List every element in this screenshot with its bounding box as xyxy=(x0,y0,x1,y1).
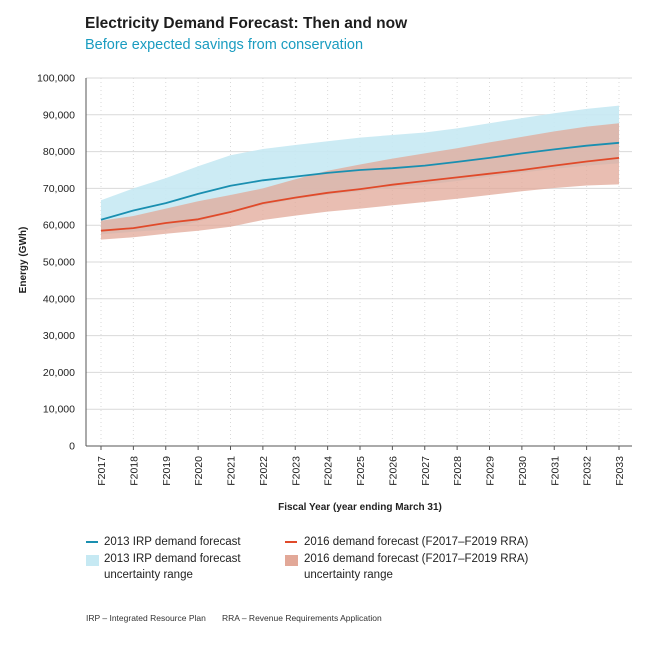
y-tick-label: 100,000 xyxy=(37,73,75,85)
legend-2016-line: 2016 demand forecast (F2017–F2019 RRA) xyxy=(304,536,529,548)
y-tick-label: 90,000 xyxy=(43,109,75,121)
y-tick-label: 10,000 xyxy=(43,404,75,416)
uncertainty-bands xyxy=(101,105,619,240)
x-tick-label: F2018 xyxy=(128,456,140,486)
y-tick-label: 80,000 xyxy=(43,146,75,158)
x-tick-label: F2031 xyxy=(549,456,561,486)
x-tick-label: F2021 xyxy=(226,456,238,486)
legend-2016-band-swatch xyxy=(285,555,298,566)
footnote-irp: IRP – Integrated Resource Plan xyxy=(86,613,206,623)
f2016-forecast-line xyxy=(100,157,620,232)
axes: 0 10,000 20,000 30,000 40,000 50,000 60,000 70,… xyxy=(37,73,632,486)
x-tick-label: F2022 xyxy=(258,456,270,486)
x-tick-label: F2027 xyxy=(420,456,432,486)
legend-2016-band-line1: 2016 demand forecast (F2017–F2019 RRA) xyxy=(304,553,529,565)
x-tick-label: F2029 xyxy=(485,456,497,486)
x-tick-label: F2019 xyxy=(161,456,173,486)
legend-irp-band-swatch xyxy=(86,555,99,566)
x-tick-label: F2017 xyxy=(96,456,108,486)
footnote-rra: RRA – Revenue Requirements Application xyxy=(222,613,382,623)
legend-irp-line-swatch xyxy=(86,541,98,543)
x-tick-label: F2024 xyxy=(323,456,335,486)
chart-subtitle: Before expected savings from conservatio… xyxy=(85,37,364,53)
chart-title: Electricity Demand Forecast: Then and no… xyxy=(85,15,408,32)
x-tick-label: F2025 xyxy=(355,456,367,486)
x-tick-label: F2032 xyxy=(582,456,594,486)
y-tick-label: 30,000 xyxy=(43,330,75,342)
y-tick-label: 20,000 xyxy=(43,367,75,379)
legend-irp-band-line1: 2013 IRP demand forecast xyxy=(104,553,241,565)
x-tick-label: F2033 xyxy=(614,456,626,486)
legend-2016-band-line2: uncertainty range xyxy=(304,569,393,581)
x-axis-label: Fiscal Year (year ending March 31) xyxy=(278,502,442,513)
y-tick-label: 40,000 xyxy=(43,293,75,305)
legend-2016-line-swatch xyxy=(285,541,297,543)
legend-irp-line: 2013 IRP demand forecast xyxy=(104,536,241,548)
y-tick-label: 0 xyxy=(69,441,75,453)
f2016-uncertainty-band xyxy=(101,123,619,240)
x-tick-label: F2028 xyxy=(452,456,464,486)
irp-forecast-line xyxy=(100,141,620,221)
x-tick-label: F2020 xyxy=(193,456,205,486)
y-tick-label: 70,000 xyxy=(43,183,75,195)
x-tick-label: F2023 xyxy=(290,456,302,486)
forecast-lines xyxy=(100,141,620,232)
x-tick-label: F2030 xyxy=(517,456,529,486)
y-tick-label: 60,000 xyxy=(43,220,75,232)
chart: 0 10,000 20,000 30,000 40,000 50,000 60,000 70,… xyxy=(18,73,632,513)
legend-irp-band-line2: uncertainty range xyxy=(104,569,193,581)
x-tick-label: F2026 xyxy=(387,456,399,486)
y-tick-label: 50,000 xyxy=(43,257,75,269)
y-axis-label: Energy (GWh) xyxy=(18,227,29,294)
